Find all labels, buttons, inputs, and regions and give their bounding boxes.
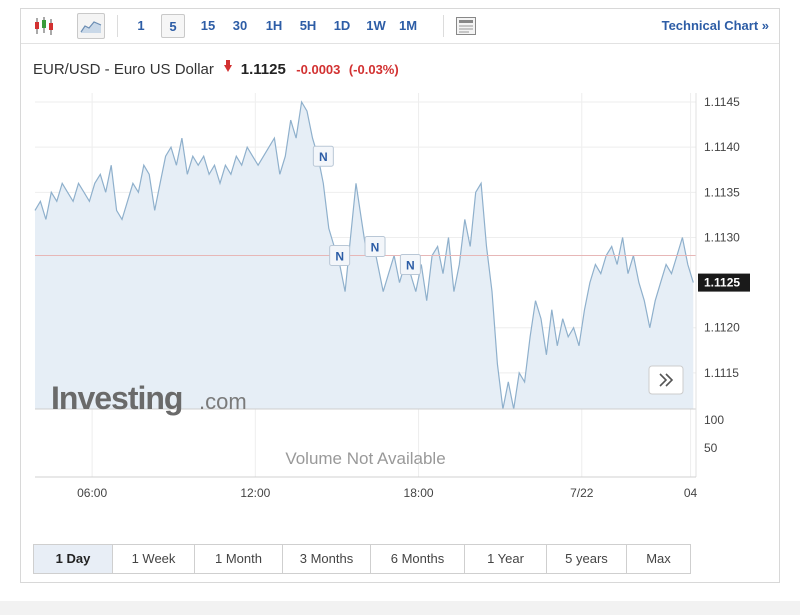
area-chart-icon[interactable] <box>77 13 105 39</box>
watermark-logo-suffix: .com <box>199 389 247 414</box>
news-marker <box>364 235 386 257</box>
range-1-year[interactable]: 1 Year <box>464 545 546 573</box>
interval-1m[interactable]: 1M <box>398 18 418 33</box>
range-1-week[interactable]: 1 Week <box>112 545 194 573</box>
interval-1d[interactable]: 1D <box>333 18 351 33</box>
double-chevron-right-icon[interactable] <box>659 373 674 387</box>
price-change-percent: (-0.03%) <box>348 62 399 77</box>
news-marker-label: N <box>319 150 328 164</box>
range-6-months[interactable]: 6 Months <box>370 545 464 573</box>
interval-1[interactable]: 1 <box>137 18 145 33</box>
news-marker <box>312 145 334 167</box>
x-tick-label: 04 <box>684 486 698 500</box>
interval-5[interactable]: 5 <box>161 14 185 38</box>
page-bottom-strip <box>0 601 800 615</box>
toolbar-separator <box>443 15 444 37</box>
news-marker <box>399 254 421 276</box>
y-tick-label: 1.1130 <box>704 230 740 244</box>
volume-tick-label: 50 <box>704 441 718 455</box>
news-marker-label: N <box>371 240 380 254</box>
range-5-years[interactable]: 5 years <box>546 545 626 573</box>
price-change: -0.0003 <box>296 62 341 77</box>
interval-15[interactable]: 15 <box>200 18 216 33</box>
range-max[interactable]: Max <box>626 545 690 573</box>
time-range-selector: 1 Day 1 Week 1 Month 3 Months 6 Months 1 Year… <box>33 544 691 574</box>
candlestick-chart-icon[interactable] <box>31 13 57 39</box>
news-marker <box>329 245 351 267</box>
instrument-name: EUR/USD - Euro US Dollar <box>33 61 214 78</box>
interval-5h[interactable]: 5H <box>299 18 317 33</box>
instrument-header: EUR/USD - Euro US Dollar 1.1125 -0.0003 … <box>33 59 399 81</box>
y-tick-label: 1.1145 <box>704 95 740 109</box>
x-tick-label: 06:00 <box>77 486 107 500</box>
watermark-logo: Investing <box>51 380 182 416</box>
interval-1h[interactable]: 1H <box>265 18 283 33</box>
range-1-month[interactable]: 1 Month <box>194 545 282 573</box>
volume-tick-label: 100 <box>704 413 724 427</box>
price-line <box>34 100 694 410</box>
y-tick-label: 1.1140 <box>704 140 740 154</box>
current-price-label: 1.1125 <box>704 276 740 290</box>
news-marker-label: N <box>406 259 415 273</box>
technical-chart-link[interactable]: Technical Chart » <box>661 18 769 33</box>
volume-not-available: Volume Not Available <box>285 449 445 468</box>
y-tick-label: 1.1135 <box>704 185 740 199</box>
range-3-months[interactable]: 3 Months <box>282 545 370 573</box>
x-tick-label: 7/22 <box>570 486 594 500</box>
chart-toolbar: 1 5 15 30 1H 5H 1D 1W 1M Technical Chart » <box>21 9 779 44</box>
interval-30[interactable]: 30 <box>232 18 248 33</box>
toolbar-separator <box>117 15 118 37</box>
down-arrow-icon <box>224 60 233 73</box>
news-marker-label: N <box>335 250 344 264</box>
current-price-badge <box>698 273 750 292</box>
x-tick-label: 12:00 <box>240 486 270 500</box>
interval-1w[interactable]: 1W <box>366 18 386 33</box>
y-tick-label: 1.1120 <box>704 321 740 335</box>
last-price: 1.1125 <box>240 61 286 78</box>
range-1-day[interactable]: 1 Day <box>34 545 112 573</box>
x-tick-label: 18:00 <box>404 486 434 500</box>
chart-settings-icon[interactable] <box>453 13 479 39</box>
chart-widget: 1 5 15 30 1H 5H 1D 1W 1M Technical Chart » EUR/U… <box>20 8 780 583</box>
y-tick-label: 1.1115 <box>704 366 739 380</box>
price-chart: 1.1145 1.1140 1.1135 1.1130 1.1120 1.1115 1.11… <box>34 93 750 500</box>
